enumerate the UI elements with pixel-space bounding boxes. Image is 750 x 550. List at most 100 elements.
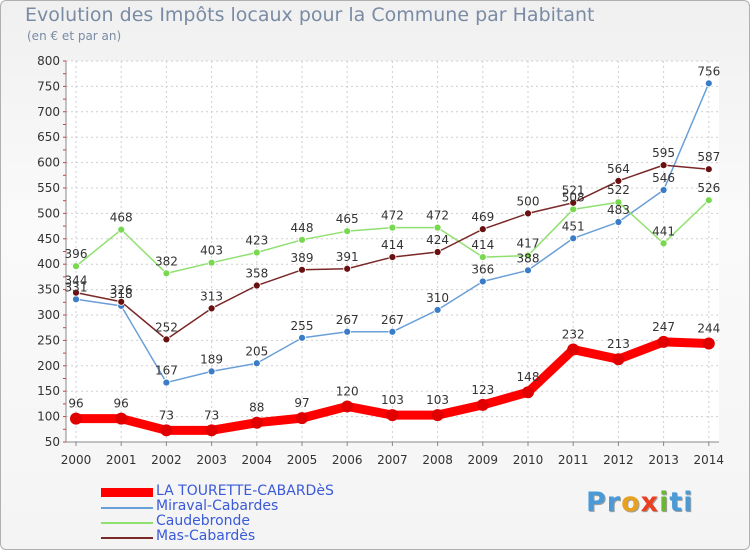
- data-label: 96: [68, 397, 83, 411]
- x-tick-label: 2001: [106, 453, 137, 467]
- data-point: [478, 253, 487, 261]
- legend-swatch: [101, 537, 153, 539]
- data-label: 267: [336, 313, 359, 327]
- data-label: 465: [336, 212, 359, 226]
- data-point: [614, 176, 623, 185]
- data-label: 73: [159, 408, 174, 422]
- data-label: 88: [249, 401, 264, 415]
- data-point: [569, 205, 578, 214]
- x-tick-label: 2011: [558, 453, 589, 467]
- data-label: 403: [200, 244, 223, 258]
- data-label: 756: [697, 64, 720, 78]
- data-point: [298, 265, 306, 274]
- data-point: [702, 337, 715, 350]
- data-point: [704, 196, 713, 205]
- data-point: [659, 239, 668, 248]
- data-point: [296, 412, 308, 425]
- data-label: 255: [291, 319, 314, 333]
- data-label: 344: [65, 274, 88, 288]
- data-point: [117, 297, 126, 306]
- data-label: 389: [291, 251, 314, 265]
- data-label: 423: [245, 234, 268, 248]
- data-label: 472: [426, 209, 449, 223]
- logo-letter: i: [659, 487, 670, 518]
- data-label: 546: [652, 171, 675, 185]
- data-point: [252, 281, 261, 290]
- data-point: [343, 327, 352, 336]
- y-tick-label: 350: [37, 283, 60, 297]
- data-label: 472: [381, 209, 404, 223]
- data-point: [704, 165, 713, 174]
- y-tick-label: 800: [37, 54, 60, 68]
- data-label: 469: [471, 210, 494, 224]
- data-label: 521: [562, 184, 585, 198]
- data-label: 595: [652, 146, 675, 160]
- data-point: [162, 378, 171, 387]
- legend-label: Caudebronde: [156, 513, 251, 529]
- data-label: 247: [652, 320, 675, 334]
- data-point: [478, 277, 487, 286]
- data-point: [704, 79, 713, 88]
- data-label: 97: [294, 396, 309, 410]
- data-label: 120: [336, 384, 359, 398]
- data-point: [252, 248, 261, 257]
- data-point: [431, 409, 444, 422]
- logo-letter: ti: [669, 487, 694, 518]
- data-point: [388, 253, 397, 261]
- x-tick-label: 2004: [242, 453, 273, 467]
- x-tick-label: 2009: [468, 453, 499, 467]
- data-point: [614, 198, 623, 207]
- data-label: 313: [200, 289, 223, 303]
- chart-subtitle: (en € et par an): [27, 29, 122, 43]
- y-tick-label: 300: [37, 308, 60, 322]
- data-label: 244: [697, 321, 720, 335]
- data-point: [298, 333, 306, 342]
- data-label: 388: [517, 251, 540, 265]
- data-point: [657, 335, 670, 348]
- data-label: 448: [291, 221, 314, 235]
- legend-swatch: [101, 507, 153, 509]
- logo-letter: x: [640, 487, 660, 518]
- data-point: [117, 225, 126, 234]
- data-label: 414: [471, 238, 494, 252]
- data-label: 73: [204, 408, 219, 422]
- x-tick-label: 2006: [332, 453, 363, 467]
- data-point: [205, 424, 218, 437]
- data-label: 508: [562, 190, 585, 204]
- data-label: 252: [155, 320, 178, 334]
- data-label: 189: [200, 352, 223, 366]
- x-tick-label: 2007: [377, 453, 408, 467]
- data-point: [162, 335, 171, 344]
- data-point: [207, 258, 216, 267]
- data-label: 441: [652, 224, 675, 238]
- data-point: [614, 218, 623, 226]
- data-label: 123: [471, 383, 494, 397]
- y-tick-label: 400: [37, 257, 60, 271]
- y-tick-label: 100: [37, 410, 60, 424]
- data-label: 587: [697, 150, 720, 164]
- data-label: 414: [381, 238, 404, 252]
- data-point: [343, 264, 352, 273]
- data-label: 451: [562, 219, 585, 233]
- data-label: 468: [110, 211, 133, 225]
- data-label: 526: [697, 181, 720, 195]
- data-point: [388, 223, 397, 232]
- data-point: [659, 161, 668, 170]
- data-point: [388, 327, 397, 336]
- y-tick-label: 50: [45, 435, 60, 449]
- x-tick-label: 2014: [694, 453, 725, 467]
- data-label: 103: [426, 393, 449, 407]
- legend-swatch: [101, 488, 153, 497]
- data-point: [115, 412, 128, 425]
- data-label: 382: [155, 254, 178, 268]
- data-label: 391: [336, 250, 359, 264]
- data-label: 331: [65, 280, 88, 294]
- data-point: [72, 288, 80, 297]
- legend-label: Miraval-Cabardes: [156, 498, 279, 514]
- data-point: [478, 225, 487, 234]
- data-point: [522, 386, 534, 399]
- data-point: [162, 269, 171, 278]
- legend-swatch: [101, 522, 153, 524]
